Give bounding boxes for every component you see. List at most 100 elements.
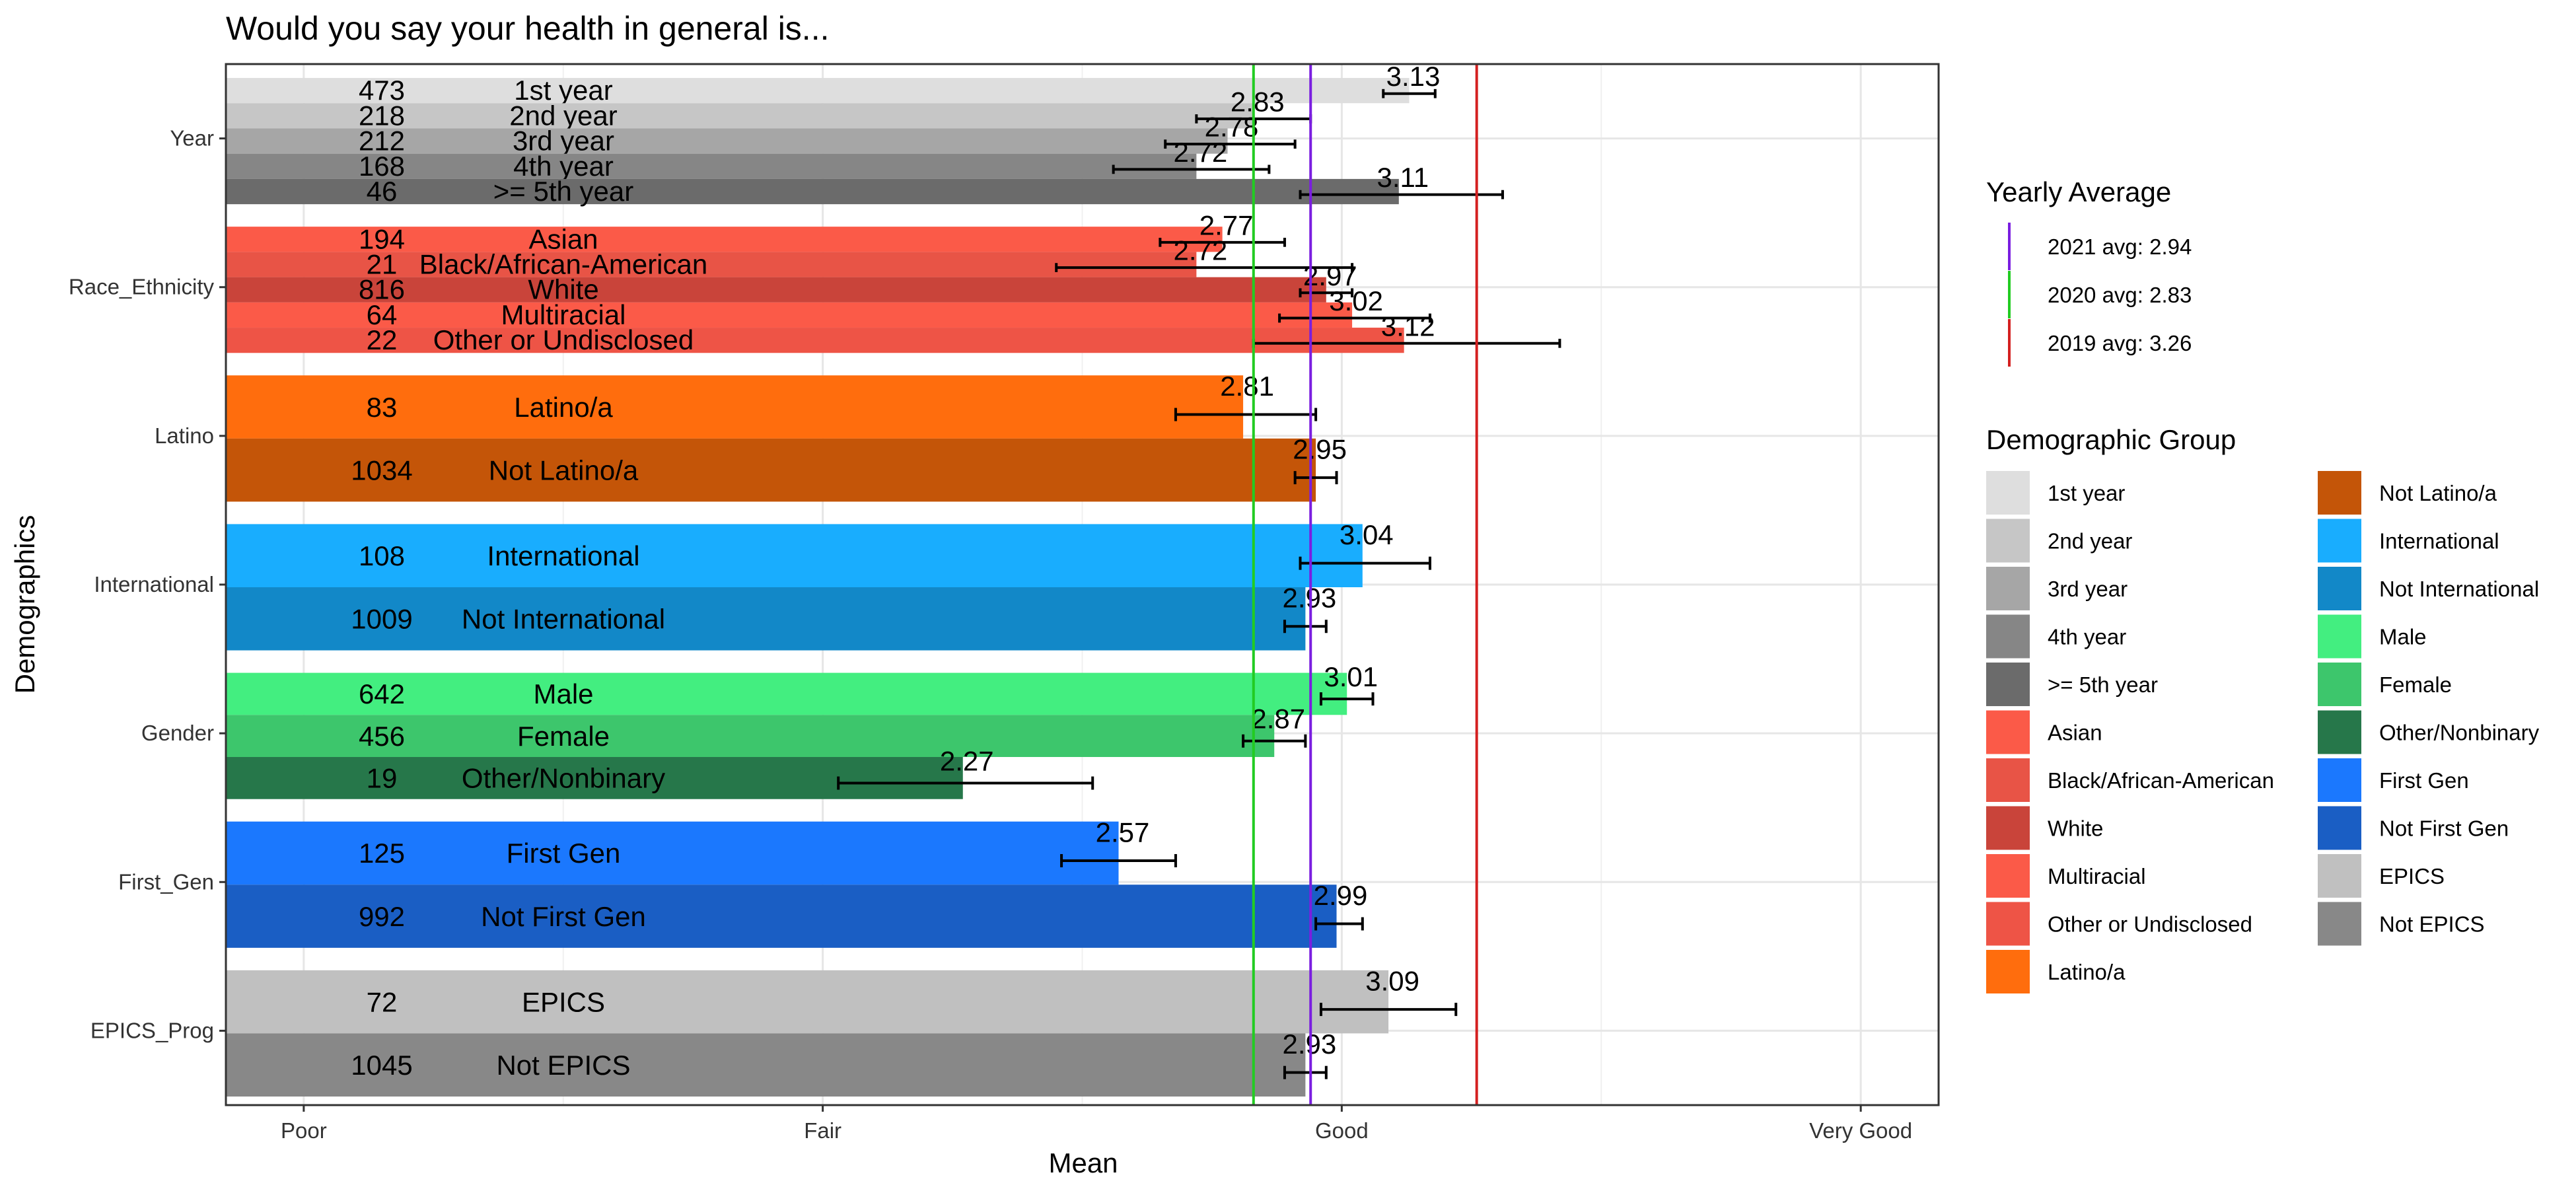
legend-group-label: Not International — [2379, 577, 2539, 601]
bar-n-label: 816 — [359, 274, 405, 305]
bar-group-label: International — [487, 540, 639, 571]
legend-group-label: Multiracial — [2048, 864, 2146, 888]
legend-group-swatch — [1986, 758, 2030, 802]
axes-layer: Year Race_Ethnicity Latino International Gen… — [69, 63, 1940, 1143]
legend-line-label: 2021 avg: 2.94 — [2048, 234, 2192, 259]
bar — [226, 252, 1197, 277]
bar-value-label: 3.13 — [1386, 61, 1441, 92]
legend-group-swatch — [2318, 471, 2361, 515]
legend-group-label: Not First Gen — [2379, 816, 2509, 841]
legend-group-swatch — [1986, 950, 2030, 993]
y-tick-label: Year — [170, 126, 214, 151]
bar-group-label: 2nd year — [509, 100, 617, 131]
bar-n-label: 1034 — [351, 454, 412, 486]
bar — [226, 277, 1326, 303]
bar — [226, 757, 963, 799]
legend-group-swatch — [1986, 471, 2030, 515]
x-tick-label: Poor — [281, 1118, 327, 1143]
bar-n-label: 46 — [367, 176, 398, 207]
bar-value-label: 3.12 — [1381, 310, 1435, 342]
y-tick-label: Race_Ethnicity — [69, 275, 215, 299]
bar-n-label: 168 — [359, 151, 405, 182]
legend-group-label: >= 5th year — [2048, 672, 2158, 697]
bar-group-label: Female — [517, 721, 610, 752]
x-tick-label: Good — [1315, 1118, 1369, 1143]
legend-group-label: EPICS — [2379, 864, 2445, 888]
x-axis-title: Mean — [1048, 1147, 1118, 1178]
bar-value-label: 2.72 — [1173, 235, 1227, 266]
legend-group-swatch — [2318, 663, 2361, 706]
legend-group-swatch — [2318, 902, 2361, 946]
legend-group-label: Male — [2379, 625, 2427, 649]
bar — [226, 227, 1223, 252]
bar-group-label: White — [528, 274, 598, 305]
bar-n-label: 21 — [367, 248, 398, 279]
bar-group-label: Not Latino/a — [489, 454, 639, 486]
bar-group-label: Other or Undisclosed — [433, 324, 694, 355]
legend-group-label: 4th year — [2048, 625, 2126, 649]
legend-group-label: Black/African-American — [2048, 768, 2274, 793]
bar — [226, 302, 1353, 328]
bar-group-label: Other/Nonbinary — [462, 763, 665, 794]
bar-n-label: 473 — [359, 75, 405, 106]
legend-group-swatch — [2318, 758, 2361, 802]
y-axis-title: Demographics — [9, 515, 40, 694]
bar-value-label: 3.02 — [1329, 285, 1383, 316]
bar-value-label: 2.77 — [1199, 209, 1254, 240]
bar-group-label: Not EPICS — [496, 1050, 630, 1081]
bar — [226, 884, 1337, 948]
bar-value-label: 2.78 — [1205, 112, 1259, 143]
legend-group-swatch — [2318, 854, 2361, 898]
bar-group-label: 3rd year — [513, 126, 614, 157]
legend-group-swatch — [2318, 806, 2361, 850]
legend-group-swatch — [1986, 663, 2030, 706]
bar-n-label: 642 — [359, 678, 405, 709]
bar-n-label: 1045 — [351, 1050, 412, 1081]
legend-group-label: Not EPICS — [2379, 912, 2485, 937]
legend-group-swatch — [1986, 567, 2030, 610]
y-tick-label: International — [94, 572, 214, 596]
legend-group-label: Female — [2379, 672, 2452, 697]
y-tick-label: First_Gen — [118, 869, 214, 894]
bar-value-label: 2.72 — [1173, 137, 1227, 168]
bar — [226, 375, 1244, 439]
bar-value-label: 2.27 — [940, 745, 994, 776]
legend-group-swatch — [1986, 614, 2030, 659]
legend-group-label: White — [2048, 816, 2103, 841]
bar — [226, 78, 1410, 104]
bar-n-label: 19 — [367, 763, 398, 794]
legend-group-title: Demographic Group — [1986, 424, 2236, 455]
legend-group-label: International — [2379, 529, 2499, 554]
bar-group-label: >= 5th year — [493, 176, 633, 207]
legend-group-swatch — [2318, 710, 2361, 754]
reference-lines-layer — [1252, 64, 1478, 1105]
bar-value-label: 3.11 — [1377, 162, 1429, 193]
bar — [226, 587, 1306, 651]
bar — [226, 715, 1275, 757]
bar-group-label: Black/African-American — [419, 248, 707, 279]
legend-group-swatch — [1986, 854, 2030, 898]
bar-n-label: 64 — [367, 299, 398, 330]
legend-group-label: Asian — [2048, 721, 2102, 745]
legend-group-label: Not Latino/a — [2379, 481, 2497, 505]
legend-group-label: 2nd year — [2048, 529, 2132, 554]
bar-n-label: 992 — [359, 901, 405, 932]
legend-group-swatch — [1986, 710, 2030, 754]
legend-group-swatch — [1986, 519, 2030, 563]
bar-group-label: 1st year — [514, 75, 612, 106]
legend-group-label: 3rd year — [2048, 577, 2128, 601]
bar-value-label: 2.57 — [1096, 816, 1150, 847]
bar-group-label: 4th year — [513, 151, 614, 182]
bars-layer: 473 1st year 3.13 218 2nd year 2.83 212 3rd yea… — [226, 61, 1561, 1097]
bar — [226, 178, 1399, 205]
bar-group-label: Male — [533, 678, 593, 709]
bar-value-label: 2.95 — [1293, 433, 1347, 464]
bar-value-label: 2.97 — [1303, 260, 1357, 291]
legend-group-swatch — [2318, 519, 2361, 563]
bar-n-label: 218 — [359, 100, 405, 131]
legend-group-swatch — [1986, 902, 2030, 946]
x-tick-label: Fair — [804, 1118, 841, 1143]
legend-group-swatch — [1986, 806, 2030, 850]
legend-group-swatch — [2318, 614, 2361, 659]
